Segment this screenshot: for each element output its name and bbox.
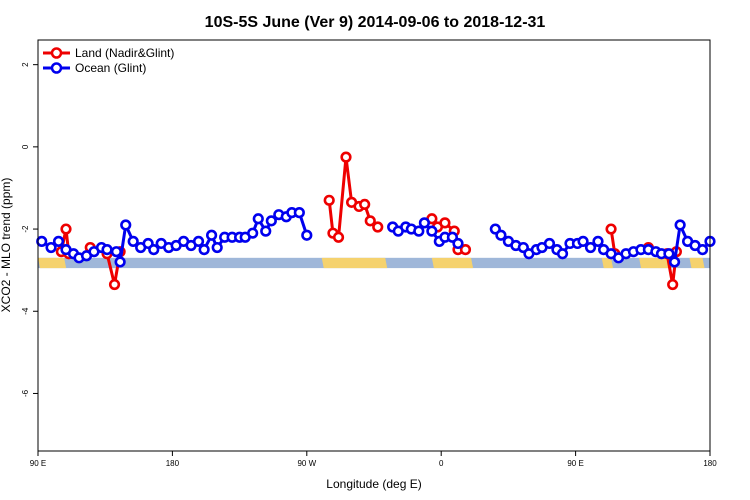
- ocean-data-point: [543, 237, 556, 250]
- ocean-data-point: [52, 235, 65, 247]
- ocean-data-point: [556, 248, 569, 260]
- ocean-data-point: [418, 217, 431, 229]
- legend-ocean-marker: [50, 62, 63, 74]
- y-tick-label: 0: [21, 144, 30, 149]
- land-strip-segment: [321, 257, 388, 269]
- x-tick-label: 180: [166, 459, 180, 468]
- legend-land-marker: [50, 47, 63, 59]
- land-data-point: [372, 221, 384, 233]
- x-tick-label: 90 W: [297, 459, 316, 468]
- ocean-data-point: [696, 244, 709, 256]
- ocean-data-point: [674, 219, 686, 231]
- ocean-data-point: [198, 244, 210, 256]
- x-tick-label: 0: [439, 459, 444, 468]
- x-tick-label: 90 E: [30, 459, 46, 468]
- ocean-data-point: [265, 215, 277, 227]
- ocean-data-point: [301, 229, 313, 241]
- ocean-data-point: [668, 256, 681, 268]
- land-data-point: [60, 223, 72, 235]
- land-strip-segment: [601, 257, 614, 269]
- land-strip-segment: [639, 257, 670, 269]
- y-tick-label: 2: [21, 62, 30, 67]
- ocean-data-point: [413, 225, 425, 237]
- y-tick-label: -2: [21, 225, 30, 233]
- ocean-data-point: [114, 256, 126, 268]
- ocean-data-point: [211, 241, 223, 254]
- x-axis-label: Longitude (deg E): [326, 477, 421, 491]
- plot-area: [36, 151, 716, 291]
- ocean-data-point: [247, 227, 259, 239]
- x-tick-label: 180: [703, 459, 717, 468]
- land-data-point: [667, 278, 679, 291]
- ocean-data-point: [592, 235, 604, 247]
- ocean-data-point: [584, 241, 597, 254]
- ocean-data-point: [127, 235, 139, 247]
- plot-frame: [37, 39, 711, 452]
- x-tick-label: 90 E: [567, 459, 583, 468]
- ocean-data-point: [110, 246, 122, 258]
- ocean-data-point: [663, 248, 675, 260]
- land-data-point: [332, 231, 345, 243]
- ocean-data-point: [101, 244, 113, 256]
- y-tick-label: -4: [21, 307, 30, 315]
- legend-ocean-label: Ocean (Glint): [75, 61, 146, 75]
- land-data-point: [439, 217, 451, 229]
- land-data-point: [459, 244, 472, 256]
- axis-ticks: 2 0 -2 -4 -6 90 E 180 90 W 0 90 E 180: [21, 62, 717, 468]
- ocean-data-point: [192, 235, 205, 247]
- ocean-data-point: [148, 244, 160, 256]
- legend-land-label: Land (Nadir&Glint): [75, 46, 174, 60]
- ocean-data-point: [260, 225, 272, 237]
- ocean-data-point: [452, 237, 464, 250]
- y-tick-label: -6: [21, 389, 30, 397]
- ocean-data-point: [577, 235, 589, 247]
- land-strip-segment: [431, 257, 474, 269]
- ocean-data-point: [293, 207, 305, 219]
- land-data-point: [340, 151, 352, 163]
- land-data-point: [108, 278, 121, 291]
- land-strip-segment: [689, 257, 705, 269]
- y-axis-label: XCO2 - MLO trend (ppm): [0, 178, 13, 313]
- land-data-point: [359, 198, 371, 210]
- legend: Land (Nadir&Glint) Ocean (Glint): [43, 46, 174, 75]
- chart-title: 10S-5S June (Ver 9) 2014-09-06 to 2018-1…: [205, 14, 546, 31]
- land-data-point: [605, 223, 617, 235]
- ocean-data-point: [426, 225, 438, 237]
- ocean-data-point: [206, 229, 218, 241]
- ocean-data-point: [252, 213, 264, 225]
- land-data-point: [323, 194, 335, 206]
- ocean-data-point: [45, 241, 57, 254]
- ocean-data-point: [36, 235, 48, 247]
- land-strip-segment: [38, 257, 67, 269]
- land-data-point: [364, 215, 376, 227]
- ocean-data-point: [120, 219, 132, 231]
- ocean-data-point: [495, 229, 507, 241]
